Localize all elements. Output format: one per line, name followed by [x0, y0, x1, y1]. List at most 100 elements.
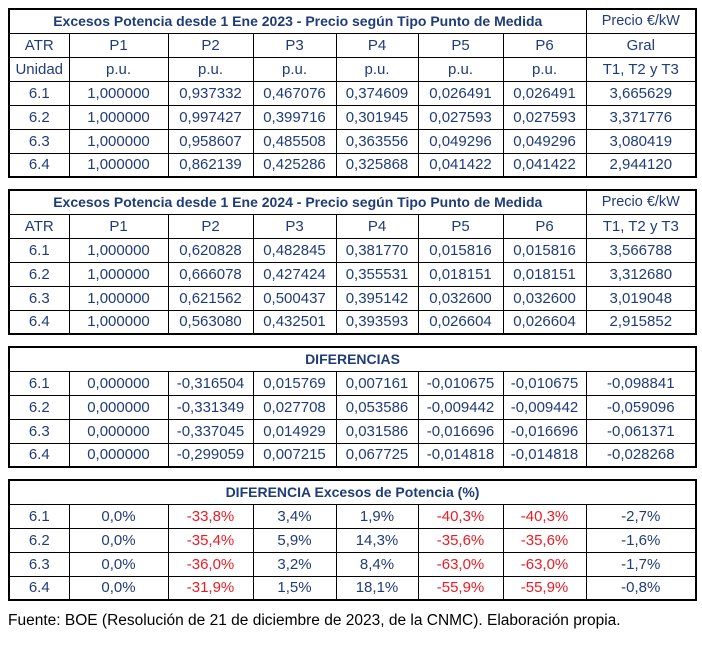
table-cell: 0,563080 — [167, 309, 254, 335]
table-cell: 0,031586 — [335, 418, 419, 444]
table-cell: 3,312680 — [585, 261, 697, 287]
table-cell: 0,007215 — [252, 442, 337, 468]
table-cell: -0,009442 — [502, 394, 587, 420]
table-cell: -55,9% — [502, 575, 587, 601]
row-label: 6.3 — [8, 418, 70, 444]
table-cell: 1,000000 — [68, 80, 169, 106]
table-cell: 0,049296 — [417, 128, 504, 154]
table-cell: 0,000000 — [68, 418, 169, 444]
table-cell: 0,041422 — [502, 152, 587, 178]
column-header: P6 — [502, 32, 587, 58]
table-excesos-2024: Excesos Potencia desde 1 Ene 2024 - Prec… — [8, 189, 698, 335]
column-header: P2 — [167, 32, 254, 58]
table-cell: 0,325868 — [335, 152, 419, 178]
table-cell: -0,061371 — [585, 418, 697, 444]
table-row: 6.1 0,0% -33,8% 3,4% 1,9% -40,3% -40,3% -2,7% — [8, 503, 697, 529]
table-cell: 0,027593 — [502, 104, 587, 130]
column-header: ATR — [8, 32, 70, 58]
column-header: P5 — [417, 32, 504, 58]
table-cell: 0,467076 — [252, 80, 337, 106]
table-cell: 0,355531 — [335, 261, 419, 287]
row-label: 6.4 — [8, 309, 70, 335]
table-diferencia-pct: DIFERENCIA Excesos de Potencia (%) 6.1 0,0… — [8, 479, 698, 601]
table-cell: -2,7% — [585, 503, 697, 529]
table-title: DIFERENCIAS — [8, 346, 697, 372]
row-label: 6.1 — [8, 80, 70, 106]
table-cell: 3,566788 — [585, 237, 697, 263]
column-subheader: p.u. — [252, 56, 337, 82]
table-cell: -0,010675 — [502, 370, 587, 396]
table-cell: -1,7% — [585, 551, 697, 577]
column-subheader: Unidad — [8, 56, 70, 82]
table-cell: -0,009442 — [417, 394, 504, 420]
table-row: 6.4 0,0% -31,9% 1,5% 18,1% -55,9% -55,9% -0,8% — [8, 575, 697, 601]
row-label: 6.2 — [8, 394, 70, 420]
table-cell: 0,381770 — [335, 237, 419, 263]
table-cell: -0,098841 — [585, 370, 697, 396]
row-label: 6.4 — [8, 442, 70, 468]
table-title-row: Excesos Potencia desde 1 Ene 2023 - Prec… — [8, 8, 697, 34]
table-cell: 0,014929 — [252, 418, 337, 444]
table-cell: 0,007161 — [335, 370, 419, 396]
column-subheader: p.u. — [68, 56, 169, 82]
column-subheader: p.u. — [417, 56, 504, 82]
table-row: 6.2 1,000000 0,666078 0,427424 0,355531 0,018… — [8, 261, 697, 287]
table-cell: 0,427424 — [252, 261, 337, 287]
table-cell: 0,032600 — [417, 285, 504, 311]
table-cell: 0,032600 — [502, 285, 587, 311]
table-cell: 0,049296 — [502, 128, 587, 154]
table-cell: -36,0% — [167, 551, 254, 577]
table-cell: 1,000000 — [68, 309, 169, 335]
table-cell: 0,620828 — [167, 237, 254, 263]
table-cell: -0,010675 — [417, 370, 504, 396]
table-title-row: Excesos Potencia desde 1 Ene 2024 - Prec… — [8, 189, 697, 215]
table-cell: 3,019048 — [585, 285, 697, 311]
table-cell: 0,482845 — [252, 237, 337, 263]
table-cell: 0,026604 — [502, 309, 587, 335]
table-cell: 0,026491 — [417, 80, 504, 106]
table-cell: 0,997427 — [167, 104, 254, 130]
table-row: 6.3 0,000000 -0,337045 0,014929 0,031586 -0,0… — [8, 418, 697, 444]
table-cell: -0,028268 — [585, 442, 697, 468]
table-cell: -35,6% — [502, 527, 587, 553]
table-row: 6.1 0,000000 -0,316504 0,015769 0,007161 -0,0… — [8, 370, 697, 396]
table-cell: 0,0% — [68, 551, 169, 577]
table-cell: -0,016696 — [417, 418, 504, 444]
table-cell: -63,0% — [417, 551, 504, 577]
table-cell: 0,000000 — [68, 442, 169, 468]
table-cell: 0,666078 — [167, 261, 254, 287]
row-label: 6.4 — [8, 152, 70, 178]
table-title-row: DIFERENCIAS — [8, 346, 697, 372]
table-subheader-row: Unidad p.u. p.u. p.u. p.u. p.u. p.u. T1, T2 y T… — [8, 56, 697, 82]
row-label: 6.2 — [8, 261, 70, 287]
table-cell: 0,301945 — [335, 104, 419, 130]
table-cell: 1,000000 — [68, 261, 169, 287]
table-cell: 1,9% — [335, 503, 419, 529]
table-title: Excesos Potencia desde 1 Ene 2024 - Prec… — [8, 189, 587, 215]
table-row: 6.2 0,000000 -0,331349 0,027708 0,053586 -0,0… — [8, 394, 697, 420]
table-row: 6.3 1,000000 0,958607 0,485508 0,363556 0,049… — [8, 128, 697, 154]
column-header: P3 — [252, 213, 337, 239]
table-cell: 8,4% — [335, 551, 419, 577]
table-title: Excesos Potencia desde 1 Ene 2023 - Prec… — [8, 8, 587, 34]
table-cell: -40,3% — [417, 503, 504, 529]
table-cell: 1,000000 — [68, 128, 169, 154]
table-cell: 0,041422 — [417, 152, 504, 178]
table-row: 6.3 1,000000 0,621562 0,500437 0,395142 0,032… — [8, 285, 697, 311]
table-cell: 0,000000 — [68, 394, 169, 420]
table-cell: 0,958607 — [167, 128, 254, 154]
column-subheader: T1, T2 y T3 — [585, 56, 697, 82]
table-cell: 0,363556 — [335, 128, 419, 154]
table-row: 6.3 0,0% -36,0% 3,2% 8,4% -63,0% -63,0% -1,7% — [8, 551, 697, 577]
table-cell: 0,500437 — [252, 285, 337, 311]
table-cell: 0,393593 — [335, 309, 419, 335]
table-cell: 0,027708 — [252, 394, 337, 420]
table-cell: 0,015816 — [417, 237, 504, 263]
table-cell: -35,6% — [417, 527, 504, 553]
table-row: 6.4 0,000000 -0,299059 0,007215 0,067725 -0,0… — [8, 442, 697, 468]
table-row: 6.2 1,000000 0,997427 0,399716 0,301945 0,027… — [8, 104, 697, 130]
table-cell: 3,080419 — [585, 128, 697, 154]
table-cell: 0,026491 — [502, 80, 587, 106]
table-cell: -0,014818 — [417, 442, 504, 468]
table-cell: 0,399716 — [252, 104, 337, 130]
